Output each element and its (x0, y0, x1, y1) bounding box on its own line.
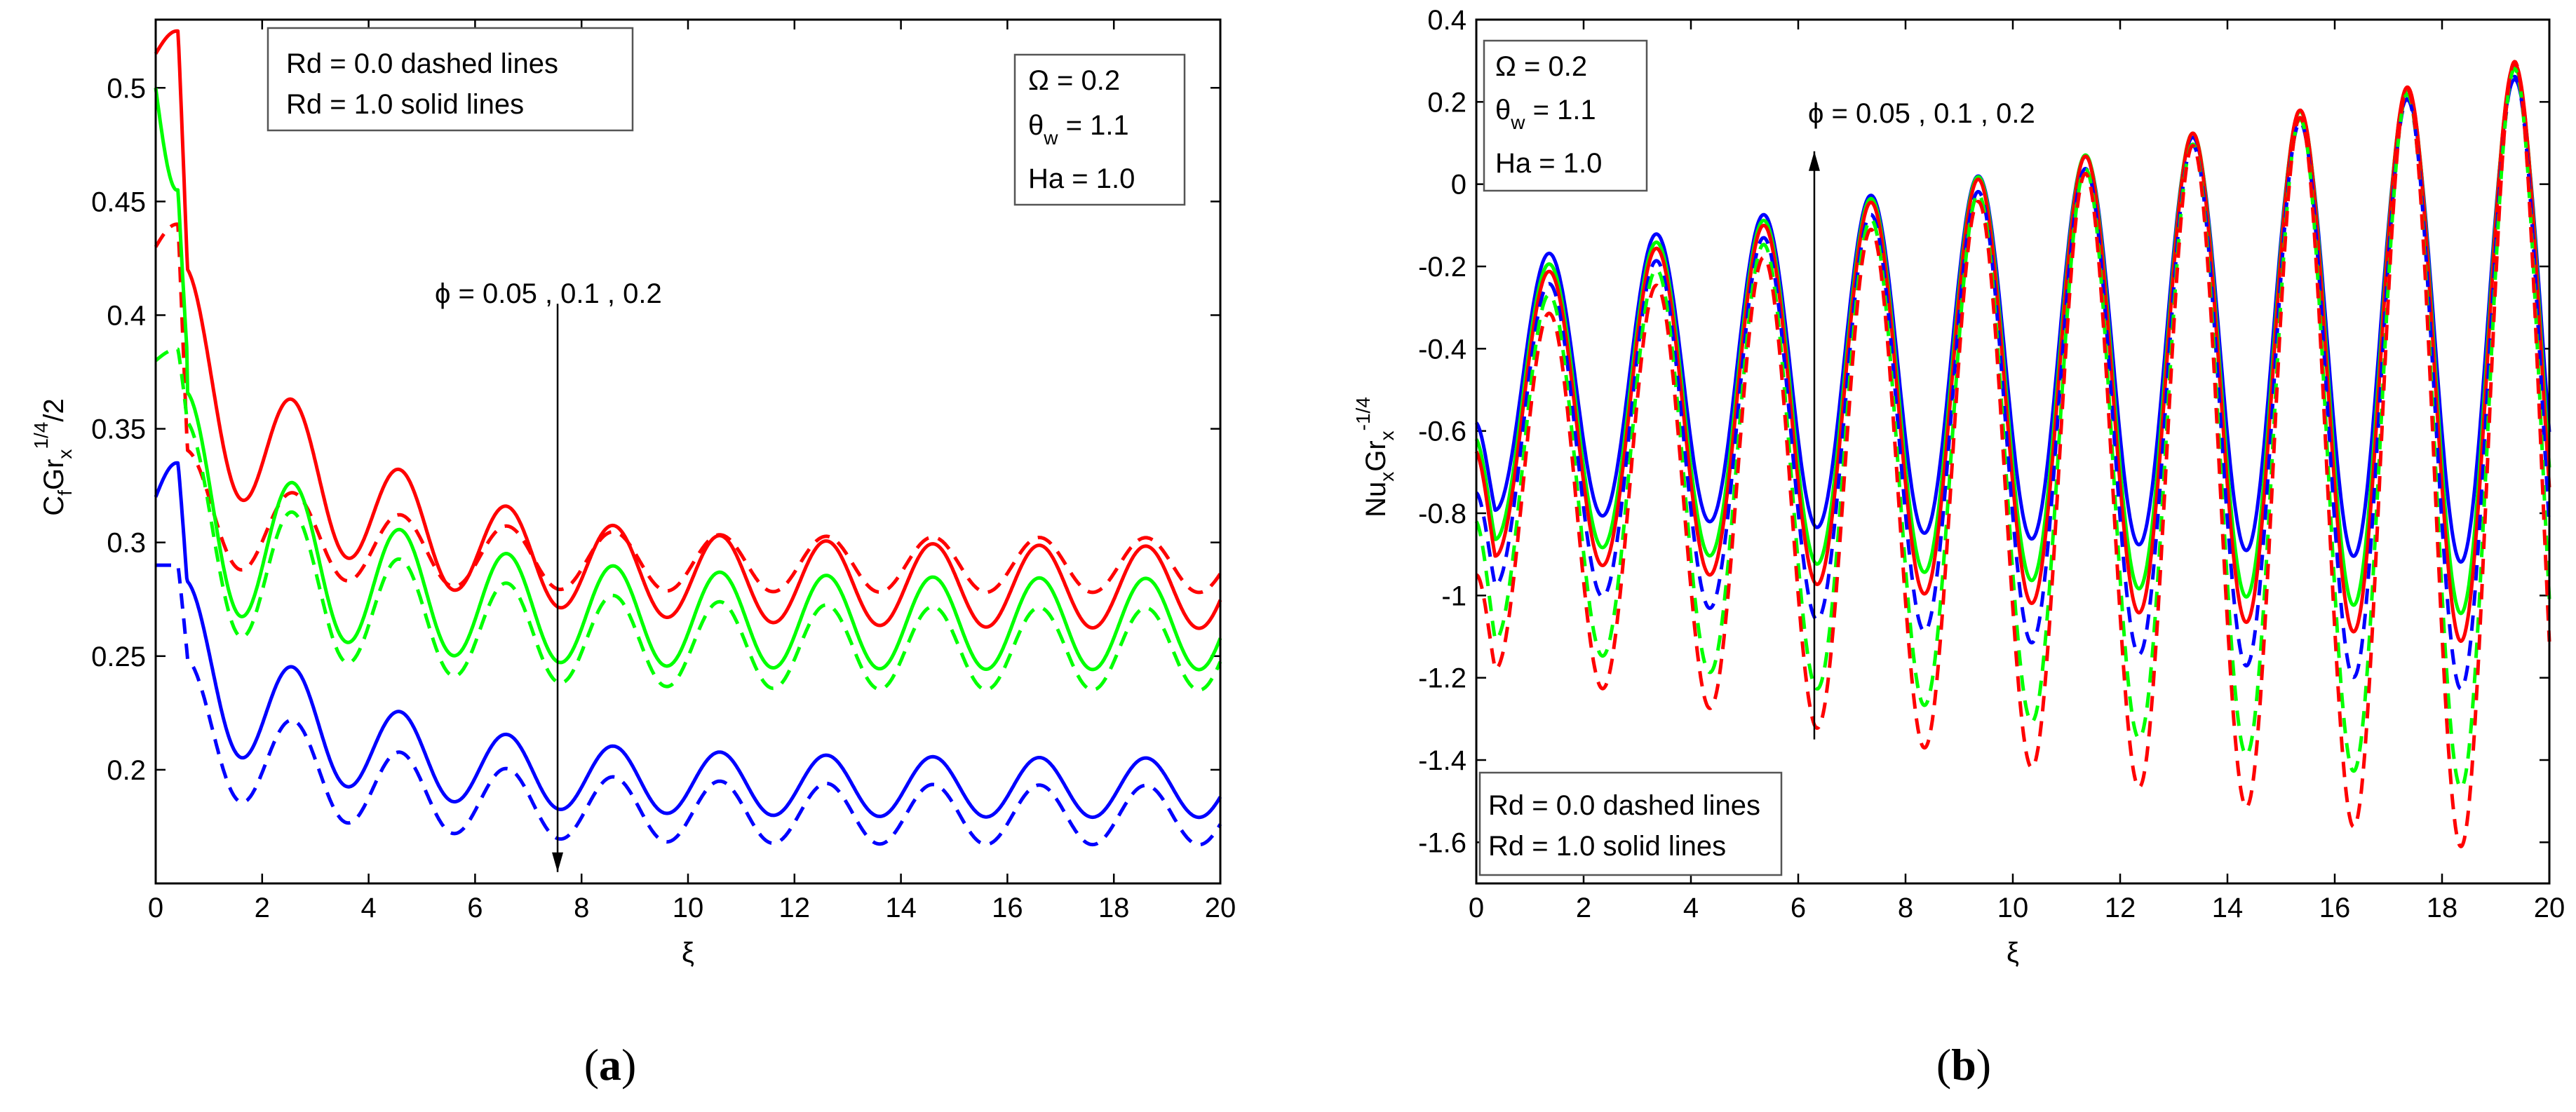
panel-a-ytick-label: 0.4 (107, 300, 146, 331)
panel-b-xtick-label: 14 (2212, 893, 2244, 923)
panel-a-ticks: 0 2 4 6 8 10 12 14 16 18 20 0.2 0.25 0.3 0.35 0.4 0.45 0.… (91, 20, 1236, 923)
panel-b-param-ha: Ha = 1.0 (1495, 148, 1602, 179)
panel-a-ytick-label: 0.2 (107, 755, 146, 786)
panel-b-ytick-label: -0.8 (1418, 499, 1466, 529)
panel-b-series-line-5 (1475, 60, 2551, 848)
panel-a-xtick-label: 0 (148, 893, 163, 923)
panel-a-xtick-label: 16 (992, 893, 1023, 923)
panel-b-ylabel-sub2: x (1376, 430, 1398, 440)
panel-a-ylabel-sup: 1/4 (30, 422, 52, 449)
panel-a-series-line-0 (154, 29, 1222, 630)
panel-b-ytick-label: -1.6 (1418, 827, 1466, 858)
panel-b-ylabel-sup: -1/4 (1352, 397, 1374, 430)
panel-b-series-line-2 (1474, 62, 2551, 643)
panel-a-plot-frame (154, 18, 1222, 885)
panel-b-xtick-label: 2 (1576, 893, 1591, 923)
panel-a-ylabel-sub2: x (54, 449, 76, 459)
panel-b-series-line-4 (1474, 67, 2551, 789)
panel-b-xtick-label: 18 (2427, 893, 2458, 923)
panel-a-xtick-label: 4 (360, 893, 376, 923)
panel-a-xtick-label: 14 (885, 893, 917, 923)
panel-b-phi-annotation: ϕ = 0.05 , 0.1 , 0.2 (1808, 98, 2035, 129)
panel-a-xtick-label: 6 (467, 893, 483, 923)
panel-a-legend-line-1: Rd = 0.0 dashed lines (286, 48, 558, 79)
panel-a-series-line-4 (154, 461, 1222, 820)
panel-b-params: Ω = 0.2 θw = 1.1 Ha = 1.0 (1483, 39, 1648, 192)
panel-b-ylabel-sub1: x (1376, 472, 1398, 482)
panel-a-param-theta-sub: w (1043, 127, 1058, 149)
panel-b-params-box (1483, 39, 1648, 192)
panel-b-ytick-label: 0.4 (1427, 5, 1466, 36)
panel-b-ytick-label: 0 (1451, 170, 1466, 201)
panel-b-phi-arrowhead (1808, 151, 1820, 171)
panel-b-ytick-label: -1 (1441, 581, 1466, 611)
panel-a-chart: 0 2 4 6 8 10 12 14 16 18 20 0.2 0.25 0.3 0.35 0.4 0.45 0.… (30, 18, 1236, 1090)
panel-a-xlabel: ξ (682, 937, 694, 968)
panel-b-series (1474, 60, 2551, 848)
panel-a-series-line-1 (154, 222, 1222, 595)
panel-b-series-line-0 (1474, 77, 2551, 564)
panel-b-xtick-label: 16 (2319, 893, 2351, 923)
panel-b-xtick-label: 4 (1683, 893, 1699, 923)
panel-b-legend: Rd = 0.0 dashed lines Rd = 1.0 solid lin… (1478, 771, 1783, 876)
panel-b-ytick-label: -1.2 (1418, 663, 1466, 694)
panel-a-param-theta: θw = 1.1 (1028, 110, 1129, 149)
panel-b-legend-box (1478, 771, 1783, 876)
panel-b-xtick-label: 6 (1791, 893, 1806, 923)
panel-a-params-box (1013, 53, 1186, 206)
panel-a-phi-arrowhead (552, 852, 564, 872)
panel-b-param-theta: θw = 1.1 (1495, 95, 1596, 133)
panel-b-ticks: 0 2 4 6 8 10 12 14 16 18 20 -1.6 -1.4 -1.2 -1 -0.8 -0.6 -… (1418, 5, 2565, 923)
panel-b-ytick-label: -1.4 (1418, 745, 1466, 776)
panel-b-legend-line-1: Rd = 0.0 dashed lines (1488, 790, 1760, 821)
panel-a-legend: Rd = 0.0 dashed lines Rd = 1.0 solid lin… (267, 27, 634, 132)
panel-a-params: Ω = 0.2 θw = 1.1 Ha = 1.0 (1013, 53, 1186, 206)
panel-b-xtick-label: 0 (1469, 893, 1484, 923)
panel-b-param-theta-sub: w (1510, 111, 1525, 133)
panel-a-xtick-label: 2 (255, 893, 270, 923)
panel-b-legend-line-2: Rd = 1.0 solid lines (1488, 831, 1726, 862)
panel-a-series-line-3 (154, 347, 1222, 692)
panel-a-legend-line-2: Rd = 1.0 solid lines (286, 89, 524, 120)
panel-a-phi-annotation: ϕ = 0.05 , 0.1 , 0.2 (435, 278, 662, 309)
panel-b-series-line-3 (1475, 74, 2551, 691)
panel-b-ytick-label: -0.4 (1418, 334, 1466, 365)
panel-a-ylabel-sub1: f (54, 490, 76, 496)
panel-a-param-ha: Ha = 1.0 (1028, 163, 1135, 194)
panel-b-xtick-label: 8 (1898, 893, 1913, 923)
panel-a-param-omega: Ω = 0.2 (1028, 65, 1120, 96)
panel-a-series-line-2 (154, 87, 1222, 672)
panel-b-ytick-label: -0.6 (1418, 416, 1466, 447)
panel-b-ytick-label: -0.2 (1418, 252, 1466, 283)
panel-b-caption: (b) (1936, 1040, 1991, 1090)
panel-a-legend-box (267, 27, 634, 132)
panel-b-param-omega: Ω = 0.2 (1495, 51, 1587, 82)
panel-a-series (154, 29, 1222, 847)
panel-a-xtick-label: 12 (779, 893, 811, 923)
panel-a-ytick-label: 0.45 (91, 187, 146, 217)
panel-a-xtick-label: 8 (574, 893, 589, 923)
panel-a-ylabel: CfGrx1/4/2 (30, 398, 76, 515)
panel-a-ytick-label: 0.5 (107, 73, 146, 104)
panel-b-chart: 0 2 4 6 8 10 12 14 16 18 20 -1.6 -1.4 -1.2 -1 -0.8 -0.6 -… (1352, 5, 2565, 1090)
panel-a-ytick-label: 0.35 (91, 414, 146, 445)
panel-b-ytick-label: 0.2 (1427, 87, 1466, 118)
panel-a-ytick-label: 0.3 (107, 528, 146, 559)
panel-a-series-line-5 (154, 563, 1222, 847)
panel-a-xtick-label: 20 (1205, 893, 1236, 923)
panel-b-xtick-label: 20 (2534, 893, 2565, 923)
panel-b-xtick-label: 10 (1997, 893, 2029, 923)
panel-a-caption: (a) (584, 1040, 637, 1090)
panel-a-ytick-label: 0.25 (91, 642, 146, 672)
panel-b-xtick-label: 12 (2105, 893, 2136, 923)
panel-b-xlabel: ξ (2007, 937, 2019, 968)
panel-b-ylabel: NuxGrx-1/4 (1352, 397, 1398, 517)
panel-a-xtick-label: 10 (673, 893, 704, 923)
panel-b-plot-frame (1475, 18, 2551, 885)
panel-a-xtick-label: 18 (1098, 893, 1130, 923)
